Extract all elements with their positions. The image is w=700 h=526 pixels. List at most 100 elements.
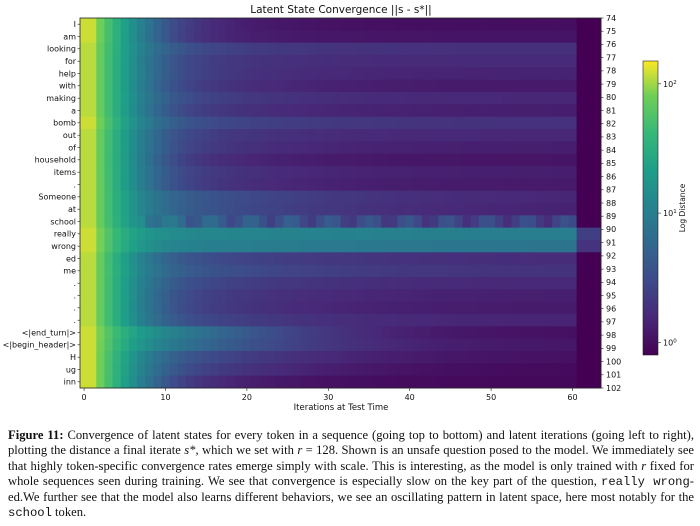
heatmap-cell xyxy=(128,190,138,204)
heatmap-cell xyxy=(291,314,301,327)
heatmap-cell xyxy=(96,351,105,364)
heatmap-cell xyxy=(356,252,366,266)
heatmap-cell xyxy=(299,277,309,290)
heatmap-cell xyxy=(177,67,187,81)
heatmap-cell xyxy=(421,166,431,179)
heatmap-cell xyxy=(267,227,276,241)
heatmap-cell xyxy=(185,301,195,315)
heatmap-cell xyxy=(487,153,496,167)
heatmap-cell xyxy=(340,264,350,278)
heatmap-cell xyxy=(267,30,276,44)
heatmap-cell xyxy=(568,314,577,327)
heatmap-cell xyxy=(145,178,154,192)
heatmap-cell xyxy=(324,240,333,253)
heatmap-cell xyxy=(340,190,350,204)
heatmap-cell xyxy=(283,351,293,364)
heatmap-cell xyxy=(210,203,219,216)
heatmap-cell xyxy=(381,55,390,68)
heatmap-cell xyxy=(177,42,187,56)
heatmap-cell xyxy=(340,301,350,315)
heatmap-cell xyxy=(495,30,504,44)
heatmap-cell xyxy=(202,116,211,130)
heatmap-cell xyxy=(511,141,520,155)
heatmap-cell xyxy=(283,79,293,93)
heatmap-cell xyxy=(324,129,333,142)
heatmap-cell xyxy=(234,301,244,315)
heatmap-cell xyxy=(169,375,179,389)
heatmap-cell xyxy=(299,67,309,81)
heatmap-cell xyxy=(348,289,358,303)
heatmap-cell xyxy=(161,314,170,327)
heatmap-cell xyxy=(535,314,545,327)
heatmap-cell xyxy=(332,215,341,229)
heatmap-cell xyxy=(340,92,350,105)
heatmap-cell xyxy=(307,178,317,192)
heatmap-cell xyxy=(413,326,423,340)
heatmap-cell xyxy=(161,190,170,204)
heatmap-cell xyxy=(421,153,431,167)
heatmap-cell xyxy=(104,301,113,315)
heatmap-cell xyxy=(430,252,439,266)
heatmap-cell xyxy=(259,314,268,327)
heatmap-cell xyxy=(299,227,309,241)
heatmap-cell xyxy=(324,277,333,290)
heatmap-cell xyxy=(454,314,464,327)
heatmap-cell xyxy=(283,264,293,278)
heatmap-cell xyxy=(397,18,407,31)
heatmap-cell xyxy=(250,92,260,105)
heatmap-cell xyxy=(495,264,504,278)
heatmap-cell xyxy=(446,314,455,327)
heatmap-cell xyxy=(389,116,398,130)
heatmap-cell xyxy=(576,67,586,81)
heatmap-cell xyxy=(136,190,146,204)
heatmap-cell xyxy=(527,375,537,389)
heatmap-cell xyxy=(136,215,146,229)
heatmap-cell xyxy=(389,227,398,241)
heatmap-cell xyxy=(96,129,105,142)
heatmap-cell xyxy=(348,203,358,216)
heatmap-cell xyxy=(495,153,504,167)
heatmap-cell xyxy=(535,227,545,241)
heatmap-cell xyxy=(389,301,398,315)
heatmap-cell xyxy=(316,289,325,303)
heatmap-cell xyxy=(136,363,146,377)
heatmap-cell xyxy=(364,215,374,229)
heatmap-cell xyxy=(430,338,439,352)
heatmap-cell xyxy=(511,18,520,31)
heatmap-cell xyxy=(120,190,130,204)
heatmap-cell xyxy=(527,190,537,204)
heatmap-cell xyxy=(153,326,162,340)
heatmap-cell xyxy=(234,30,244,44)
heatmap-cell xyxy=(405,104,415,118)
heatmap-cell xyxy=(389,338,398,352)
heatmap-cell xyxy=(169,190,179,204)
heatmap-cell xyxy=(364,67,374,81)
heatmap-cell xyxy=(478,301,488,315)
heatmap-cell xyxy=(169,215,179,229)
heatmap-cell xyxy=(291,338,301,352)
heatmap-cell xyxy=(356,141,366,155)
heatmap-cell xyxy=(316,30,325,44)
heatmap-cell xyxy=(136,289,146,303)
heatmap-cell xyxy=(104,252,113,266)
heatmap-cell xyxy=(462,129,472,142)
heatmap-cell xyxy=(120,363,130,377)
heatmap-cell xyxy=(364,252,374,266)
heatmap-cell xyxy=(560,178,569,192)
right-index-label: 93 xyxy=(606,265,616,274)
heatmap-cell xyxy=(242,18,252,31)
heatmap-cell xyxy=(96,203,105,216)
heatmap-cell xyxy=(169,79,179,93)
heatmap-cell xyxy=(495,42,504,56)
heatmap-cell xyxy=(348,30,358,44)
heatmap-cell xyxy=(193,153,203,167)
heatmap-cell xyxy=(112,55,122,68)
heatmap-cell xyxy=(120,289,130,303)
heatmap-cell xyxy=(210,104,219,118)
heatmap-cell xyxy=(136,79,146,93)
heatmap-cell xyxy=(88,289,97,303)
heatmap-cell xyxy=(299,203,309,216)
heatmap-cell xyxy=(299,351,309,364)
heatmap-cell xyxy=(193,301,203,315)
heatmap-cell xyxy=(438,166,447,179)
